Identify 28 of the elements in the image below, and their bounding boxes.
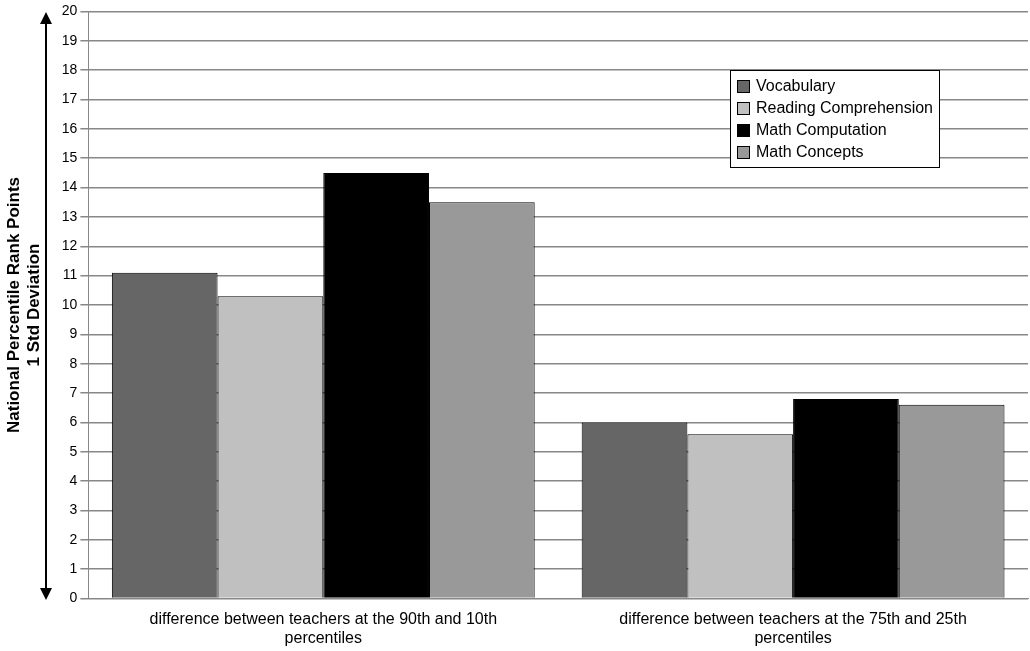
y-tick-label: 19 (61, 31, 78, 48)
y-tick-label: 12 (61, 237, 78, 254)
y-tick-label: 3 (69, 501, 78, 518)
legend-label: Math Computation (755, 120, 888, 140)
y-tick-label: 11 (62, 266, 78, 283)
y-tick-label: 4 (69, 472, 78, 489)
legend-label: Reading Comprehension (755, 98, 933, 118)
y-tick-label: 17 (61, 90, 78, 107)
y-tick-label: 1 (69, 560, 78, 577)
y-tick-label: 14 (61, 178, 78, 195)
y-tick-label: 6 (69, 413, 78, 430)
y-tick-label: 0 (69, 589, 78, 606)
legend-label: Math Concepts (755, 142, 865, 162)
legend-label: Vocabulary (755, 76, 837, 96)
y-tick-label: 7 (69, 383, 78, 400)
y-tick-label: 18 (61, 60, 78, 77)
y-tick-label: 13 (61, 207, 78, 224)
y-tick-label: 16 (61, 119, 78, 136)
x-tick-label: difference between teachers at the 75th and 25th percentiles (619, 609, 967, 646)
y-tick-label: 2 (69, 530, 78, 547)
y-tick-label: 20 (61, 2, 78, 19)
x-tick-label: difference between teachers at the 90th and 10th percentiles (149, 609, 498, 646)
y-tick-label: 9 (69, 325, 78, 342)
y-tick-label: 5 (69, 442, 78, 459)
y-tick-label: 8 (69, 354, 78, 371)
y-tick-label: 10 (61, 295, 78, 312)
y-axis-title: National Percentile Rank Points 1 Std Deviation (3, 176, 44, 434)
y-tick-label: 15 (61, 149, 78, 166)
